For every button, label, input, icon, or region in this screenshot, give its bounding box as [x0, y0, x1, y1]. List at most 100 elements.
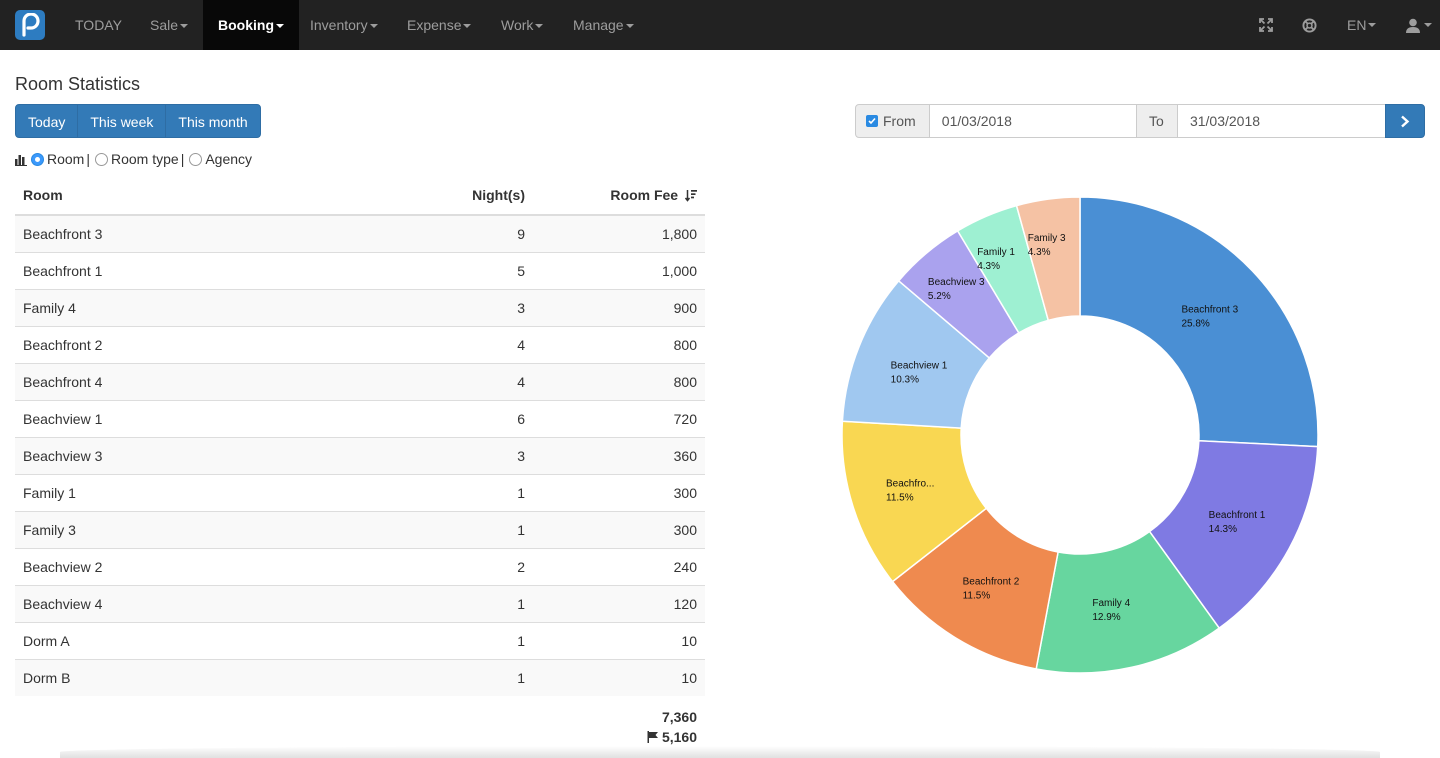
date-range-filter: From 01/03/2018 To 31/03/2018: [855, 104, 1426, 138]
chevron-down-icon: [1368, 23, 1377, 27]
donut-chart-svg: Beachfront 3 25.8% Beachfront 1 14.3% Family…: [841, 196, 1319, 674]
user-icon: [1406, 18, 1420, 33]
cell-room: Beachfront 2: [15, 325, 385, 363]
nav-item-sale[interactable]: Sale: [135, 0, 203, 50]
room-fee-donut-chart: Beachfront 3 25.8% Beachfront 1 14.3% Family…: [820, 180, 1340, 690]
nav-item-inventory[interactable]: Inventory: [295, 0, 393, 50]
from-checkbox-addon[interactable]: From: [855, 104, 930, 138]
cell-room: Beachfront 3: [15, 214, 385, 252]
flag-icon: [647, 731, 658, 743]
fullscreen-icon[interactable]: [1259, 0, 1273, 50]
cell-fee: 900: [533, 288, 705, 326]
table-row[interactable]: Dorm B 1 10: [15, 658, 705, 696]
slice-percent-label: 10.3%: [891, 375, 919, 386]
slice-label: Family 1: [977, 247, 1015, 258]
cell-fee: 800: [533, 325, 705, 363]
flag-total-row: 5,160: [647, 727, 697, 747]
cell-nights: 3: [385, 436, 533, 474]
slice-percent-label: 5.2%: [928, 291, 951, 302]
table-row[interactable]: Beachview 4 1 120: [15, 584, 705, 622]
nav-item-today[interactable]: TODAY: [60, 0, 137, 50]
checkbox-checked-icon[interactable]: [866, 115, 878, 127]
slice-label: Beachview 3: [928, 277, 985, 288]
room-column-header[interactable]: Room: [15, 176, 385, 216]
slice-percent-label: 12.9%: [1092, 612, 1120, 623]
nav-item-manage[interactable]: Manage: [558, 0, 649, 50]
agency-radio[interactable]: [189, 152, 203, 166]
cell-nights: 5: [385, 251, 533, 289]
table-row[interactable]: Family 4 3 900: [15, 288, 705, 326]
to-date-input[interactable]: 31/03/2018: [1176, 104, 1387, 138]
from-label: From: [883, 113, 916, 129]
cell-room: Family 3: [15, 510, 385, 548]
table-row[interactable]: Family 3 1 300: [15, 510, 705, 548]
nav-item-expense[interactable]: Expense: [392, 0, 486, 50]
table-row[interactable]: Family 1 1 300: [15, 473, 705, 511]
cell-room: Beachview 1: [15, 399, 385, 437]
donut-slice-family-3[interactable]: [1015, 196, 1081, 322]
cell-fee: 10: [533, 658, 705, 696]
table-row[interactable]: Beachview 3 3 360: [15, 436, 705, 474]
apply-date-button[interactable]: [1385, 104, 1426, 138]
this-month-button[interactable]: This month: [165, 104, 261, 138]
this-week-button[interactable]: This week: [77, 104, 167, 138]
table-row[interactable]: Beachview 2 2 240: [15, 547, 705, 585]
nights-column-header[interactable]: Night(s): [385, 176, 533, 216]
nav-item-label: Work: [501, 17, 534, 33]
cell-nights: 1: [385, 473, 533, 511]
group-by-selector: Room | Room type | Agency: [15, 150, 252, 168]
cell-room: Dorm A: [15, 621, 385, 659]
user-menu[interactable]: [1405, 0, 1432, 50]
cell-room: Family 1: [15, 473, 385, 511]
slice-percent-label: 14.3%: [1209, 524, 1237, 535]
cell-room: Beachfront 4: [15, 362, 385, 400]
cell-fee: 120: [533, 584, 705, 622]
slice-label: Beachfro...: [886, 478, 934, 489]
nav-item-label: Sale: [150, 17, 179, 33]
table-row[interactable]: Beachfront 3 9 1,800: [15, 214, 705, 252]
slice-percent-label: 4.3%: [1028, 247, 1051, 258]
room-fee-column-header[interactable]: Room Fee: [533, 176, 705, 216]
language-dropdown[interactable]: EN: [1347, 0, 1377, 50]
lifebuoy-icon[interactable]: [1302, 0, 1317, 50]
chevron-down-icon: [369, 24, 378, 29]
nav-item-label: Booking: [218, 17, 274, 33]
nav-item-label: TODAY: [75, 17, 122, 33]
separator: |: [86, 151, 90, 167]
slice-label: Beachview 1: [891, 361, 948, 372]
cell-nights: 4: [385, 325, 533, 363]
nav-item-work[interactable]: Work: [486, 0, 558, 50]
room-fee-header-label: Room Fee: [610, 187, 679, 203]
slice-label: Beachfront 2: [963, 576, 1020, 587]
today-button[interactable]: Today: [15, 104, 79, 138]
cell-nights: 3: [385, 288, 533, 326]
chevron-down-icon: [276, 24, 284, 29]
cell-fee: 800: [533, 362, 705, 400]
nav-item-booking[interactable]: Booking: [203, 0, 299, 50]
cell-room: Beachfront 1: [15, 251, 385, 289]
flag-total: 5,160: [661, 729, 697, 745]
app-logo-icon[interactable]: [15, 10, 45, 40]
agency-radio-label[interactable]: Agency: [205, 151, 253, 167]
table-row[interactable]: Beachview 1 6 720: [15, 399, 705, 437]
slice-label: Family 3: [1028, 233, 1066, 244]
table-row[interactable]: Beachfront 2 4 800: [15, 325, 705, 363]
cell-nights: 1: [385, 658, 533, 696]
cell-nights: 9: [385, 214, 533, 252]
cell-room: Beachview 4: [15, 584, 385, 622]
cell-room: Beachview 2: [15, 547, 385, 585]
room-type-radio[interactable]: [95, 152, 108, 166]
table-row[interactable]: Beachfront 4 4 800: [15, 362, 705, 400]
slice-percent-label: 25.8%: [1181, 319, 1209, 330]
table-row[interactable]: Beachfront 1 5 1,000: [15, 251, 705, 289]
room-radio[interactable]: [31, 152, 44, 166]
table-row[interactable]: Dorm A 1 10: [15, 621, 705, 659]
chevron-down-icon: [1424, 23, 1432, 27]
donut-slice-beachfront-3[interactable]: [1079, 196, 1319, 448]
donut-slice-beachfront-1[interactable]: [1148, 440, 1319, 630]
cell-fee: 300: [533, 473, 705, 511]
page-bottom-shadow: [60, 746, 1380, 758]
from-date-input[interactable]: 01/03/2018: [928, 104, 1138, 138]
room-type-radio-label[interactable]: Room type: [111, 151, 179, 167]
room-radio-label[interactable]: Room: [47, 151, 85, 167]
